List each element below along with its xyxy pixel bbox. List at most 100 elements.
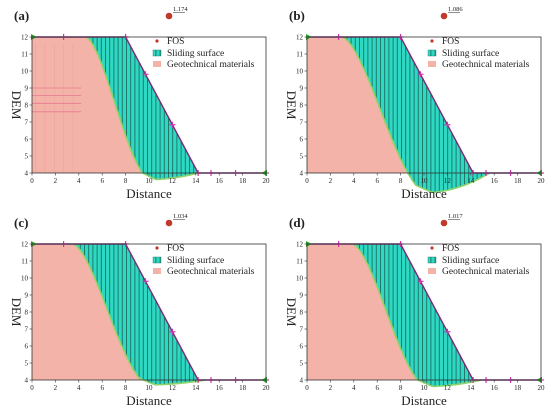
y-tick-label: 12 [21, 241, 29, 249]
y-tick-label: 11 [296, 258, 303, 266]
y-axis-label: DEM [9, 91, 24, 120]
x-tick-label: 20 [538, 177, 546, 185]
legend-sliding-label: Sliding surface [167, 255, 224, 266]
panel-d: 0 2 4 6 8 10 12 14 16 18 20 4 5 6 7 8 9 10 11 12 Distance DEM… [275, 207, 550, 413]
slope-diagram-a: 0 2 4 6 8 10 12 14 16 18 20456789101112DistanceDEM… [9, 6, 271, 201]
y-tick-label: 5 [25, 360, 29, 368]
y-tick-label: 10 [296, 68, 304, 76]
slope-diagram-d: 0 2 4 6 8 10 12 14 16 18 20456789101112DistanceDEM… [284, 213, 546, 408]
x-tick-label: 16 [216, 384, 224, 392]
x-tick-label: 4 [352, 384, 356, 392]
x-tick-label: 6 [100, 384, 104, 392]
x-tick-label: 20 [263, 384, 271, 392]
legend-geo-label: Geotechnical materials [442, 60, 530, 70]
y-axis-label: DEM [284, 298, 299, 327]
fos-marker [165, 12, 173, 20]
legend-sliding-label: Sliding surface [442, 48, 499, 59]
y-tick-label: 8 [25, 102, 29, 110]
y-tick-label: 4 [300, 170, 304, 178]
x-tick-label: 8 [399, 384, 403, 392]
legend-sliding-swatch [427, 256, 437, 264]
sliding-mass [72, 244, 206, 385]
panel-label: (b) [289, 8, 305, 23]
y-tick-label: 9 [300, 85, 304, 93]
x-tick-label: 18 [514, 177, 522, 185]
y-tick-label: 10 [21, 275, 29, 283]
slope-diagram-b: 0 2 4 6 8 10 12 14 16 18 20456789101112DistanceDEM… [284, 6, 546, 201]
x-axis-label: Distance [401, 186, 447, 201]
slip-surface-edge [341, 36, 490, 194]
x-tick-label: 14 [467, 384, 475, 392]
y-axis-label: DEM [284, 91, 299, 120]
x-tick-label: 8 [124, 177, 128, 185]
slip-surface-edge [72, 243, 206, 386]
y-tick-label: 4 [300, 377, 304, 385]
x-tick-label: 14 [192, 177, 200, 185]
x-tick-label: 18 [239, 177, 247, 185]
legend-sliding-swatch [427, 49, 437, 57]
sliding-mass [342, 37, 490, 193]
x-tick-label: 20 [263, 177, 271, 185]
x-tick-label: 20 [538, 384, 546, 392]
fos-marker [440, 12, 448, 20]
sliding-mass [85, 37, 199, 180]
y-tick-label: 7 [300, 119, 304, 127]
x-tick-label: 2 [54, 384, 58, 392]
x-axis-label: Distance [401, 393, 447, 408]
y-tick-label: 6 [25, 343, 29, 351]
y-tick-label: 11 [21, 51, 28, 59]
y-tick-label: 12 [296, 34, 304, 42]
x-tick-label: 0 [305, 384, 309, 392]
x-tick-label: 2 [54, 177, 58, 185]
y-tick-label: 12 [296, 241, 304, 249]
x-tick-label: 8 [124, 384, 128, 392]
legend-sliding-label: Sliding surface [442, 255, 499, 266]
x-tick-label: 10 [421, 384, 429, 392]
legend-fos-marker [430, 246, 434, 250]
x-tick-label: 2 [329, 384, 333, 392]
y-tick-label: 7 [25, 326, 29, 334]
legend-geo-swatch [428, 61, 436, 67]
panel-label: (d) [289, 215, 305, 230]
x-tick-label: 12 [169, 177, 177, 185]
x-tick-label: 10 [421, 177, 429, 185]
x-tick-label: 0 [30, 177, 34, 185]
x-tick-label: 0 [305, 177, 309, 185]
x-tick-label: 10 [146, 384, 154, 392]
fos-marker [165, 219, 173, 227]
legend-geo-swatch [428, 268, 436, 274]
y-tick-label: 4 [25, 170, 29, 178]
x-tick-label: 4 [352, 177, 356, 185]
y-tick-label: 4 [25, 377, 29, 385]
sliding-mass [352, 244, 482, 387]
x-axis-label: Distance [126, 186, 172, 201]
fos-value: 1.174 [173, 6, 188, 13]
x-tick-label: 0 [30, 384, 34, 392]
x-tick-label: 8 [399, 177, 403, 185]
x-tick-label: 18 [514, 384, 522, 392]
y-tick-label: 9 [300, 292, 304, 300]
y-tick-label: 10 [21, 68, 29, 76]
legend-sliding-label: Sliding surface [167, 48, 224, 59]
x-tick-label: 12 [444, 177, 452, 185]
legend-fos-label: FOS [442, 244, 459, 254]
x-tick-label: 14 [467, 177, 475, 185]
x-tick-label: 4 [77, 177, 81, 185]
y-tick-label: 9 [25, 85, 29, 93]
y-tick-label: 9 [25, 292, 29, 300]
x-tick-label: 18 [239, 384, 247, 392]
y-tick-label: 5 [300, 360, 304, 368]
y-tick-label: 11 [21, 258, 28, 266]
x-tick-label: 16 [491, 384, 499, 392]
panel-b: 0 2 4 6 8 10 12 14 16 18 20 4 5 6 7 8 9 10 11 12 Distance DEM… [275, 0, 550, 206]
legend-fos-marker [155, 39, 159, 43]
y-tick-label: 12 [21, 34, 29, 42]
legend-sliding-swatch [152, 256, 162, 264]
fos-value: 1.034 [173, 213, 188, 220]
x-tick-label: 4 [77, 384, 81, 392]
legend-geo-label: Geotechnical materials [167, 60, 255, 70]
y-tick-label: 5 [300, 153, 304, 161]
panel-c: 0 2 4 6 8 10 12 14 16 18 20 4 5 6 7 8 9 10 11 12 Distance DEM… [0, 207, 275, 413]
y-tick-label: 8 [300, 102, 304, 110]
legend-geo-swatch [153, 268, 161, 274]
